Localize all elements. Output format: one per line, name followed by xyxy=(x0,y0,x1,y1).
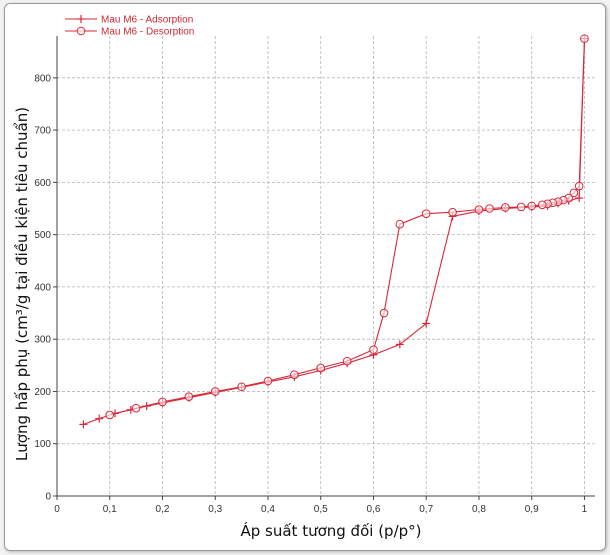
data-point-desorption xyxy=(210,387,220,396)
data-point-desorption xyxy=(379,308,389,318)
y-tick-label: 500 xyxy=(34,230,51,241)
x-tick-label: 0,1 xyxy=(103,504,117,515)
data-point-desorption xyxy=(76,26,86,36)
y-tick-label: 0 xyxy=(45,492,51,503)
legend-entry: Mau M6 - Adsorption xyxy=(65,15,193,26)
y-tick-label: 800 xyxy=(34,73,51,84)
data-point-desorption xyxy=(474,205,484,214)
data-point-desorption xyxy=(342,356,352,366)
x-tick-label: 0,2 xyxy=(156,504,170,515)
chart-frame: 0 0,1 0,2 0,3 0,4 0,5 0,6 0,7 0,8 0,9 1 0 100 200 300 4… xyxy=(4,3,606,551)
x-tick-label: 0,5 xyxy=(314,504,328,515)
grid xyxy=(57,36,595,496)
x-tick-label: 0,4 xyxy=(261,504,275,515)
data-point-adsorption xyxy=(575,194,584,203)
x-tick-label: 0,8 xyxy=(472,504,486,515)
x-tick-label: 0,3 xyxy=(208,504,222,515)
legend-label: Mau M6 - Desorption xyxy=(101,27,194,38)
x-tick-label: 0,9 xyxy=(525,504,539,515)
data-point-desorption xyxy=(580,34,589,43)
data-point-desorption xyxy=(395,219,405,229)
tick-labels: 0 0,1 0,2 0,3 0,4 0,5 0,6 0,7 0,8 0,9 1 0 100 200 300 4… xyxy=(34,73,587,515)
y-tick-label: 700 xyxy=(34,126,51,137)
x-tick-label: 1 xyxy=(582,504,588,515)
data-point-desorption xyxy=(574,181,584,191)
x-tick-label: 0,7 xyxy=(419,504,433,515)
y-axis-title: Lượng hấp phụ (cm³/g tại điều kiện tiêu … xyxy=(13,107,31,461)
data-point-desorption xyxy=(184,392,194,401)
data-point-desorption xyxy=(290,370,299,380)
data-point-adsorption xyxy=(422,319,431,328)
y-tick-label: 600 xyxy=(34,178,51,189)
x-tick-label: 0 xyxy=(54,504,60,515)
series-desorption xyxy=(105,34,589,420)
legend-label: Mau M6 - Adsorption xyxy=(101,15,193,26)
legend-entry: Mau M6 - Desorption xyxy=(65,27,194,38)
y-tick-label: 100 xyxy=(34,439,51,450)
data-point-desorption xyxy=(369,345,378,354)
data-point-adsorption xyxy=(77,15,85,23)
axes xyxy=(53,36,595,500)
data-point-desorption xyxy=(527,201,537,211)
x-axis-title: Áp suất tương đối (p/p°) xyxy=(240,521,421,540)
data-point-desorption xyxy=(485,204,494,213)
data-point-adsorption xyxy=(95,414,104,423)
x-tick-label: 0,6 xyxy=(367,504,381,515)
data-point-desorption xyxy=(421,209,431,219)
series-line xyxy=(83,38,586,425)
data-point-desorption xyxy=(569,188,579,198)
data-point-desorption xyxy=(501,203,510,212)
data-point-adsorption xyxy=(395,340,404,349)
data-point-desorption xyxy=(237,382,246,392)
data-point-desorption xyxy=(516,202,526,212)
data-point-desorption xyxy=(316,363,326,373)
data-point-adsorption xyxy=(79,420,88,429)
series xyxy=(79,34,589,429)
series-adsorption xyxy=(79,34,589,429)
y-tick-label: 400 xyxy=(34,282,51,293)
y-tick-label: 300 xyxy=(34,335,51,346)
isotherm-chart: 0 0,1 0,2 0,3 0,4 0,5 0,6 0,7 0,8 0,9 1 0 100 200 300 4… xyxy=(13,15,595,540)
data-point-desorption xyxy=(105,410,115,420)
data-point-desorption xyxy=(158,397,167,407)
data-point-desorption xyxy=(263,376,273,386)
data-point-desorption xyxy=(537,200,547,210)
y-tick-label: 200 xyxy=(34,387,51,398)
data-point-desorption xyxy=(131,403,141,413)
data-point-desorption xyxy=(448,207,457,217)
